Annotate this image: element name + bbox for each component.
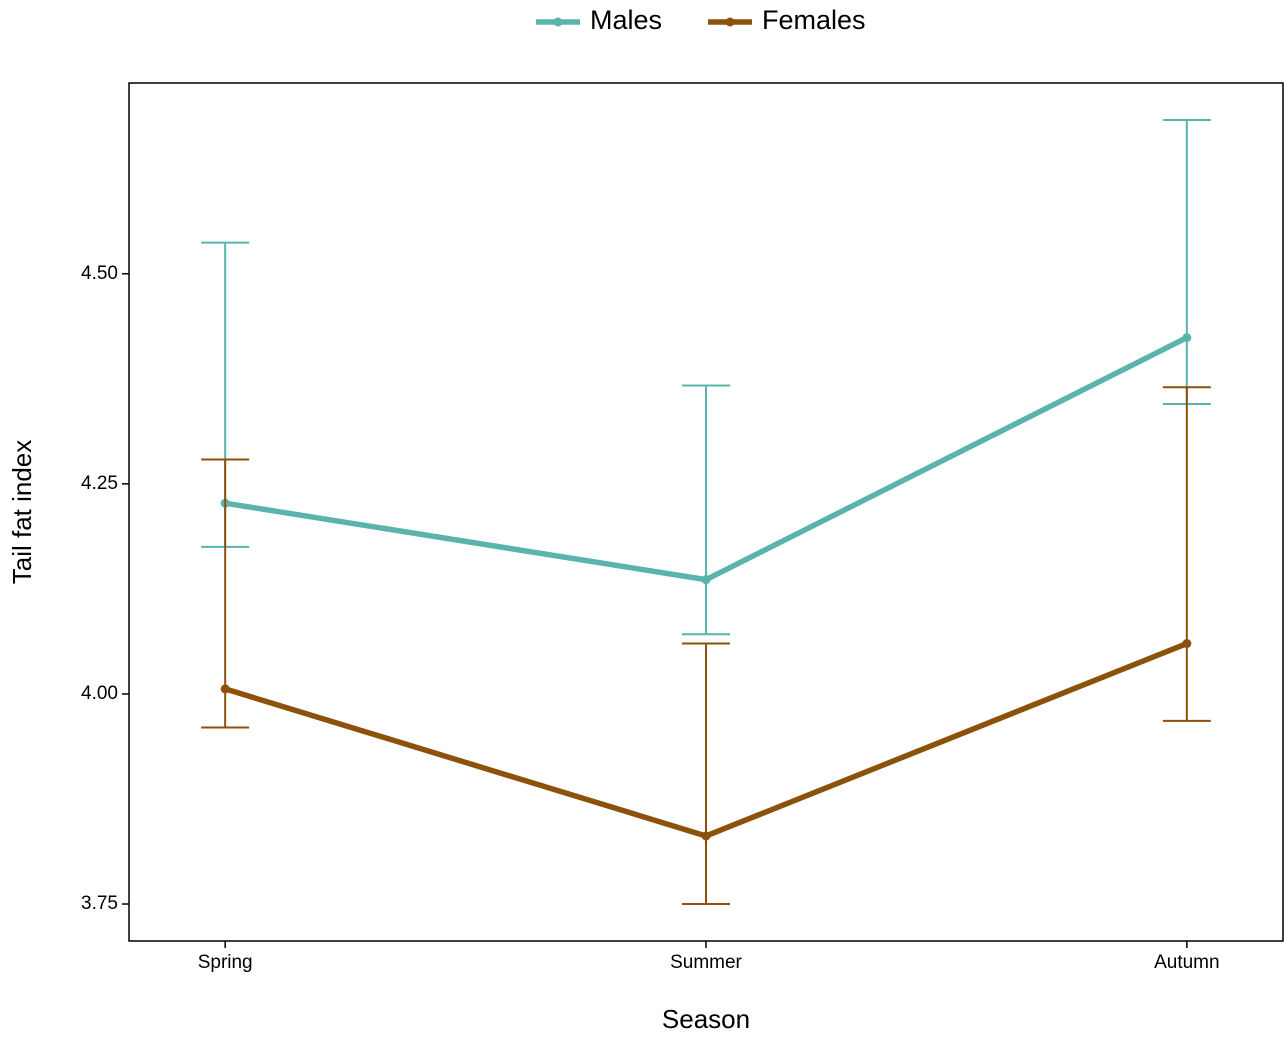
error-bar xyxy=(1162,386,1211,722)
point xyxy=(1182,333,1192,343)
x-tick-label: Spring xyxy=(198,952,253,973)
legend-key-point xyxy=(725,17,735,27)
error-bar xyxy=(682,384,730,636)
error-bar xyxy=(201,458,250,729)
x-tick-label: Autumn xyxy=(1154,952,1219,973)
legend-key-point xyxy=(553,17,563,27)
y-tick-label: 4.50 xyxy=(81,263,118,284)
y-tick-label: 4.25 xyxy=(81,473,118,494)
legend-label: Females xyxy=(762,5,866,35)
y-tick-label: 4.00 xyxy=(81,683,118,704)
y-axis-title: Tail fat index xyxy=(7,440,37,585)
error-bar xyxy=(1162,118,1211,406)
x-tick-label: Summer xyxy=(670,952,742,973)
point xyxy=(701,831,711,841)
point xyxy=(220,684,230,694)
error-bar xyxy=(682,642,730,906)
point xyxy=(1182,639,1192,649)
x-axis-title: Season xyxy=(662,1004,750,1034)
point xyxy=(701,575,711,585)
y-tick-label: 3.75 xyxy=(81,893,118,914)
legend-label: Males xyxy=(590,5,662,35)
